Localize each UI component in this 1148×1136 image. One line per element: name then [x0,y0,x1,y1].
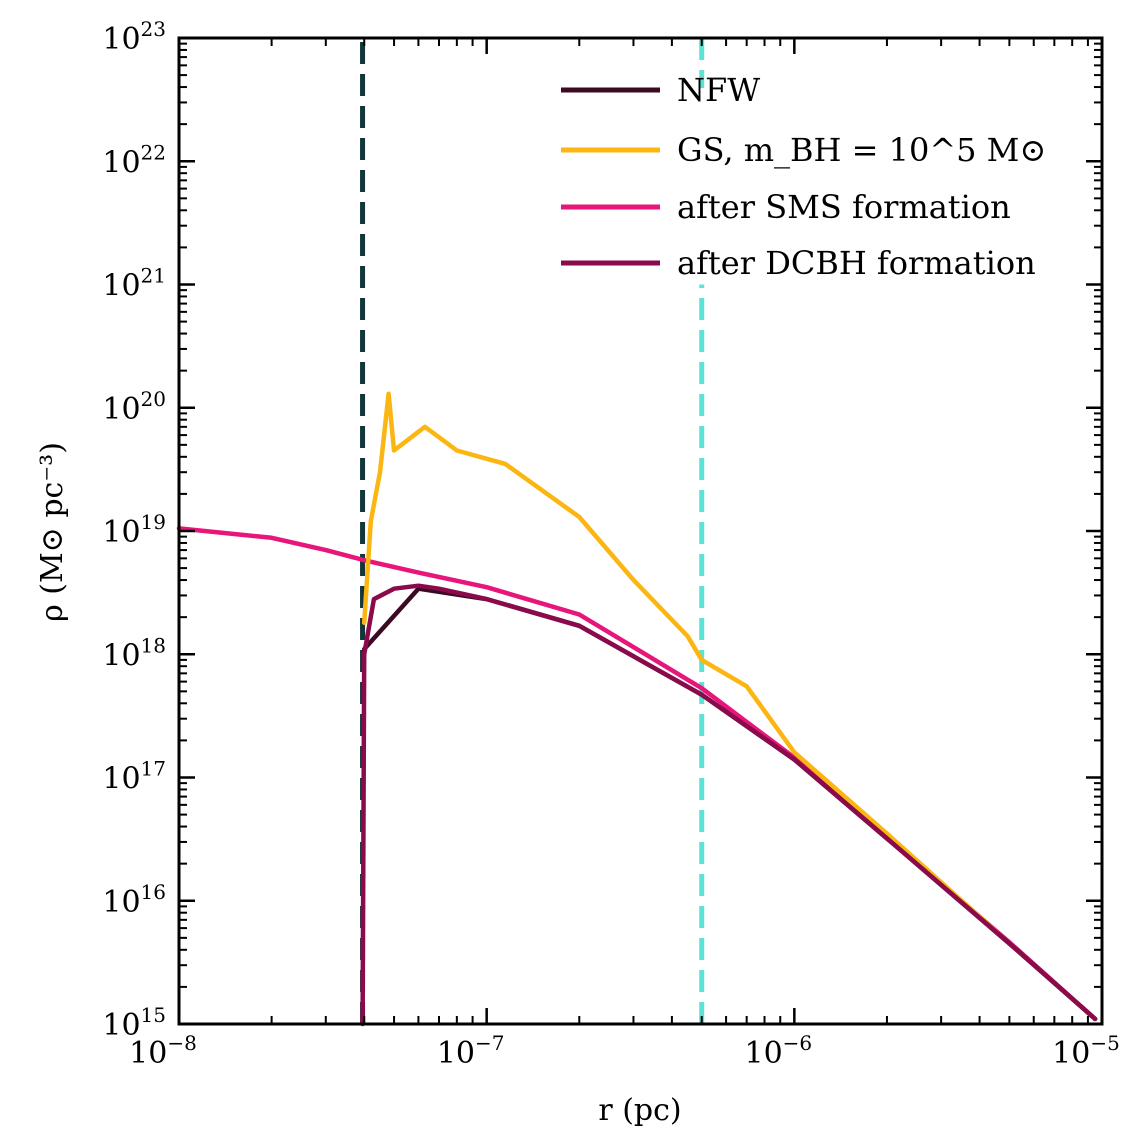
series-line-2 [176,526,1098,1022]
x-tick-label: 10−6 [744,1031,812,1071]
plot-frame [177,36,1104,1026]
y-tick-label: 1020 [102,387,166,427]
y-tick-label: 1022 [102,140,166,180]
axis-ticks [177,36,1104,1026]
x-tick-label: 10−7 [437,1031,505,1071]
legend: NFW GS, m_BH = 10^5 M⊙ after SMS formation… [561,71,1046,282]
series-line-1 [361,391,1098,1022]
series-line-0 [361,586,1098,1022]
y-axis-label: ρ (M⊙ pc⁻³) [35,442,70,622]
x-tick-label: 10−5 [1052,1031,1120,1071]
y-tick-label: 1018 [102,633,166,673]
legend-label-0: NFW [677,71,760,109]
y-tick-label: 1023 [102,17,166,57]
x-axis-label: r (pc) [598,1093,681,1128]
legend-label-2: after SMS formation [677,188,1011,226]
y-tick-label: 1015 [102,1003,166,1043]
x-tick-labels: 10−8 10−7 10−6 10−5 [129,1031,1120,1071]
x-tick-label: 10−8 [129,1031,197,1071]
legend-label-3: after DCBH formation [677,244,1036,282]
y-tick-label: 1016 [102,880,166,920]
legend-label-1: GS, m_BH = 10^5 M⊙ [677,131,1046,169]
y-tick-label: 1021 [102,264,166,304]
data-series [176,391,1098,1027]
series-line-3 [360,583,1098,1027]
vertical-reference-lines [360,38,705,1024]
y-tick-label: 1019 [102,510,166,550]
y-tick-label: 1017 [102,757,166,797]
y-tick-labels: 1015 1016 1017 1018 1019 1020 1021 1022 1023 [102,17,166,1043]
